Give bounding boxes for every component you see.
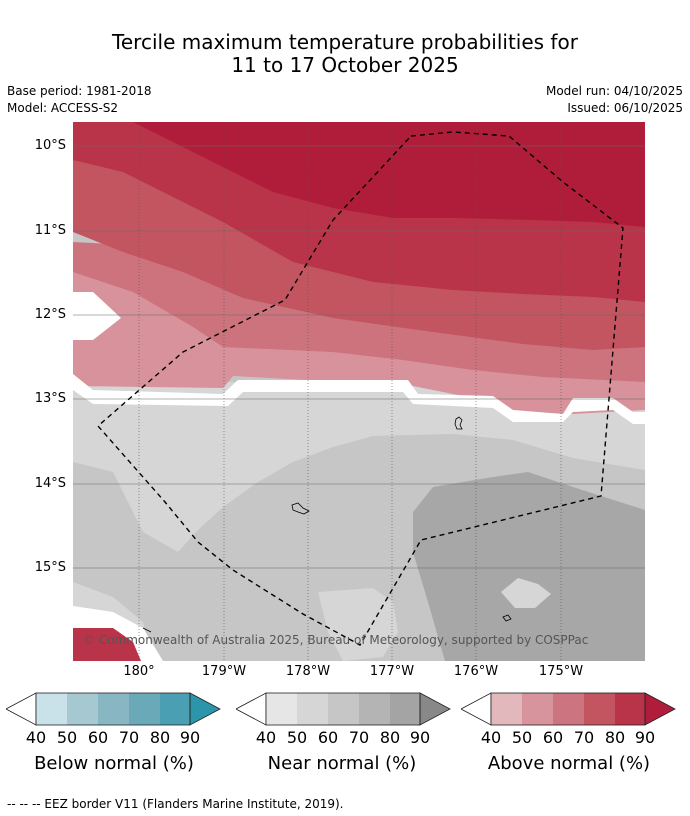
lat-label: 10°S <box>34 138 66 153</box>
tick-label: 70 <box>348 728 370 747</box>
island-outline <box>291 502 310 515</box>
lon-label: 180° <box>123 664 155 679</box>
tick-label: 40 <box>255 728 277 747</box>
copyright-credit: © Commonwealth of Australia 2025, Bureau… <box>83 633 589 647</box>
tick-label: 70 <box>573 728 595 747</box>
colorbar-swatch <box>584 693 615 725</box>
map-title: Tercile maximum temperature probabilitie… <box>0 31 690 77</box>
lon-label: 179°W <box>201 664 247 679</box>
below-normal-corner <box>73 628 141 661</box>
lat-label: 14°S <box>34 476 66 491</box>
tick-label: 50 <box>56 728 78 747</box>
colorbar-swatch <box>522 693 553 725</box>
colorbar-swatch <box>328 693 359 725</box>
colorbar-high-arrow <box>644 692 676 726</box>
near-normal-70-region <box>413 472 645 661</box>
colorbar-swatch <box>266 693 297 725</box>
lon-label: 176°W <box>453 664 499 679</box>
near-normal-title: Near normal (%) <box>267 753 417 774</box>
lat-label: 11°S <box>34 223 66 238</box>
colorbar-swatch <box>160 693 190 725</box>
colorbar-frame <box>265 692 421 726</box>
latitude-grid <box>73 145 645 569</box>
tick-label: 60 <box>542 728 564 747</box>
lat-label: 13°S <box>34 391 66 406</box>
colorbar-low-arrow <box>461 692 492 726</box>
meta-left: Base period: 1981-2018 Model: ACCESS-S2 <box>7 83 152 117</box>
lat-label: 12°S <box>34 307 66 322</box>
eez-border <box>97 131 624 646</box>
meta-right: Model run: 04/10/2025 Issued: 06/10/2025 <box>546 83 683 117</box>
island-outline <box>454 416 463 430</box>
tick-label: 80 <box>604 728 626 747</box>
lon-label: 177°W <box>369 664 415 679</box>
colorbar-swatch <box>390 693 420 725</box>
near-normal-50-patch <box>318 588 398 661</box>
tick-label: 80 <box>149 728 171 747</box>
tick-label: 40 <box>25 728 47 747</box>
tick-label: 50 <box>511 728 533 747</box>
colorbar-frame <box>490 692 646 726</box>
tick-label: 40 <box>480 728 502 747</box>
colorbar-swatch <box>491 693 522 725</box>
colorbar-swatch <box>129 693 160 725</box>
above-normal-80-band <box>133 122 645 227</box>
tick-label: 60 <box>87 728 109 747</box>
issued-date: Issued: 06/10/2025 <box>567 101 683 115</box>
tick-label: 90 <box>179 728 201 747</box>
lon-label: 178°W <box>285 664 331 679</box>
colorbar-swatch <box>297 693 328 725</box>
colorbar-frame <box>35 692 191 726</box>
island-outline <box>502 614 512 622</box>
model-run: Model run: 04/10/2025 <box>545 84 683 98</box>
colorbar-low-arrow <box>236 692 267 726</box>
below-normal-title: Below normal (%) <box>34 753 194 774</box>
colorbar-high-arrow <box>419 692 451 726</box>
tick-label: 70 <box>118 728 140 747</box>
title-line-2: 11 to 17 October 2025 <box>231 53 459 77</box>
near-normal-colorbar <box>236 692 451 726</box>
colorbar-swatch <box>36 693 67 725</box>
white-gap <box>73 374 645 424</box>
tick-label: 90 <box>634 728 656 747</box>
tick-label: 90 <box>409 728 431 747</box>
tick-label: 80 <box>379 728 401 747</box>
near-normal-50-region <box>73 382 645 552</box>
near-normal-50-patch <box>501 578 551 608</box>
white-gap <box>73 292 121 340</box>
colorbar-swatch <box>615 693 645 725</box>
lat-label: 15°S <box>34 560 66 575</box>
colorbar-swatch <box>67 693 98 725</box>
eez-footnote: -- -- -- EEZ border V11 (Flanders Marine… <box>7 797 344 811</box>
island-outline <box>142 627 152 633</box>
above-normal-title: Above normal (%) <box>487 753 651 774</box>
below-normal-colorbar <box>6 692 221 726</box>
colorbar-swatch <box>553 693 584 725</box>
probability-map <box>73 122 645 661</box>
model-name: Model: ACCESS-S2 <box>7 101 119 115</box>
above-normal-colorbar <box>461 692 676 726</box>
colorbar-swatch <box>98 693 129 725</box>
base-period: Base period: 1981-2018 <box>7 84 152 98</box>
colorbar-low-arrow <box>6 692 37 726</box>
tick-label: 60 <box>317 728 339 747</box>
colorbar-high-arrow <box>189 692 221 726</box>
lon-label: 175°W <box>538 664 584 679</box>
title-line-1: Tercile maximum temperature probabilitie… <box>112 30 578 54</box>
tick-label: 50 <box>286 728 308 747</box>
colorbar-swatch <box>359 693 390 725</box>
